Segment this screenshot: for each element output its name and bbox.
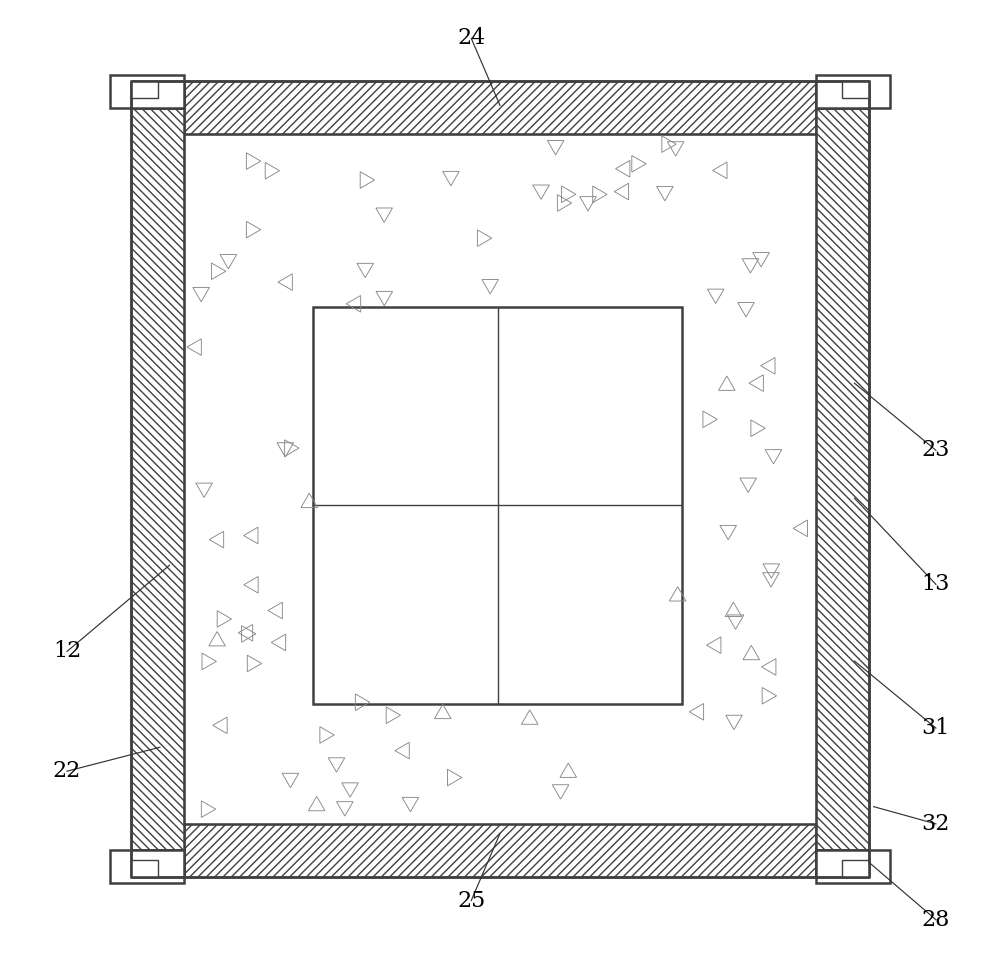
- Bar: [131, 81, 869, 877]
- Bar: [184, 134, 816, 824]
- Bar: [816, 108, 869, 850]
- Bar: [842, 81, 869, 98]
- Bar: [816, 81, 869, 108]
- Bar: [131, 860, 158, 877]
- Bar: [110, 75, 184, 108]
- Text: 13: 13: [922, 574, 950, 595]
- Bar: [131, 81, 184, 108]
- Text: 24: 24: [457, 28, 485, 49]
- Bar: [816, 75, 890, 108]
- Bar: [131, 81, 158, 98]
- Text: 32: 32: [922, 813, 950, 834]
- Bar: [842, 860, 869, 877]
- Bar: [816, 850, 869, 877]
- Text: 31: 31: [922, 718, 950, 739]
- Text: 22: 22: [53, 761, 81, 782]
- Bar: [184, 824, 816, 877]
- Bar: [131, 850, 184, 877]
- Text: 23: 23: [922, 440, 950, 461]
- Bar: [110, 850, 184, 883]
- Bar: [816, 850, 890, 883]
- Text: 25: 25: [457, 890, 485, 911]
- Text: 28: 28: [922, 909, 950, 930]
- Bar: [313, 307, 682, 704]
- Bar: [184, 81, 816, 134]
- Bar: [131, 108, 184, 850]
- Text: 12: 12: [53, 641, 81, 662]
